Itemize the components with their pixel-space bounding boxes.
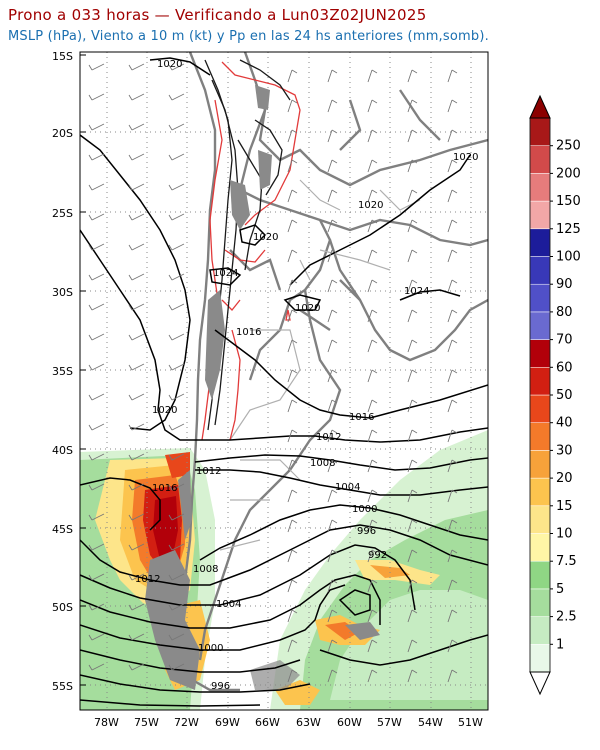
isobar-label: 1004 [335,482,360,493]
lon-label: 51W [458,716,483,729]
colorbar-cell [529,283,551,313]
colorbar-cell [529,450,551,479]
colorbar-cell [529,394,551,423]
isobar-label: 1012 [316,432,341,443]
colorbar-cell [529,644,551,673]
isobar-label: 1004 [216,599,241,610]
lat-label: 35S [52,365,73,378]
lat-label: 20S [52,127,73,140]
colorbar-label: 250 [556,139,581,154]
isobar-label: 1020 [295,303,320,314]
colorbar-cell [529,311,551,340]
isobar-label: 1024 [404,286,429,297]
colorbar-cell [529,200,551,230]
latitude-axis: 15S 20S 25S 30S 35S 40S 45S 50S 55S [52,50,86,693]
map-title: Prono a 033 horas — Verificando a Lun03Z… [8,6,427,24]
colorbar-label: 10 [556,527,573,542]
colorbar-cell [529,505,551,534]
isobar-label: 1000 [352,504,377,515]
map-frame [79,51,489,711]
isobars [80,57,488,707]
isobar-label: 1008 [310,458,335,469]
isobar-label: 1016 [349,412,374,423]
lon-label: 78W [94,716,119,729]
isobar-label: 1016 [152,483,177,494]
lat-label: 30S [52,286,73,299]
colorbar-top-arrow [529,94,551,119]
lat-label: 45S [52,523,73,536]
lat-label: 50S [52,601,73,614]
colorbar-cell [529,256,551,285]
colorbar-cell [529,339,551,368]
colorbar-label: 80 [556,305,573,320]
isobar-label: 1008 [193,564,218,575]
colorbar-label: 60 [556,360,573,375]
colorbar-label: 125 [556,222,581,237]
wind-barbs [88,63,458,683]
colorbar-cell [529,422,551,451]
lon-label: 63W [296,716,321,729]
lon-label: 72W [174,716,199,729]
isobar-label: 1020 [453,152,478,163]
colorbar-label: 150 [556,194,581,209]
colorbar-cell [529,533,551,562]
colorbar-label: 15 [556,499,573,514]
colorbar-label: 5 [556,582,564,597]
colorbar-label: 70 [556,333,573,348]
isobar-label: 1012 [135,574,160,585]
orography-contours [201,61,301,441]
longitude-axis: 78W 75W 72W 69W 66W 63W 60W 57W 54W 51W [94,716,483,729]
colorbar-cell [529,477,551,507]
colorbar-cell [529,560,551,590]
isobar-label: 1016 [236,327,261,338]
isobar-labels: 1020 1020 1020 1020 1024 1020 1024 1016 … [135,59,478,692]
isobar-label: 1020 [253,232,278,243]
colorbar-cell [529,117,551,146]
isobar-label: 992 [368,550,387,561]
colorbar-label: 1 [556,637,564,652]
colorbar-cell [529,228,551,257]
colorbar-label: 2.5 [556,610,577,625]
colorbar-label: 7.5 [556,554,577,569]
map-subtitle: MSLP (hPa), Viento a 10 m (kt) y Pp en l… [8,29,489,44]
colorbar-label: 20 [556,471,573,486]
colorbar-cell [529,173,551,202]
lat-label: 15S [52,50,73,63]
isobar-label: 1000 [198,643,223,654]
isobar-label: 996 [211,681,230,692]
lon-label: 66W [255,716,280,729]
colorbar-label: 30 [556,443,573,458]
graticule [80,52,488,710]
colorbar-cell [529,145,551,174]
isobar-label: 1020 [358,200,383,211]
colorbar-cell [529,367,551,396]
lon-label: 60W [337,716,362,729]
colorbar-label: 50 [556,388,573,403]
isobar-label: 1020 [152,405,177,416]
colorbar: 250 200 150 125 100 90 80 70 60 50 40 30 20 15 10 7.5 5 2… [529,94,581,696]
lon-label: 75W [134,716,159,729]
lat-label: 55S [52,680,73,693]
isobar-label: 996 [357,526,376,537]
colorbar-label: 200 [556,166,581,181]
lon-label: 57W [377,716,402,729]
isobar-label: 1020 [157,59,182,70]
colorbar-label: 40 [556,416,573,431]
lon-label: 69W [215,716,240,729]
colorbar-cell [529,588,551,617]
colorbar-label: 100 [556,250,581,265]
colorbar-bottom-arrow [529,671,551,696]
isobar-label: 1012 [196,466,221,477]
lat-label: 40S [52,444,73,457]
colorbar-label: 90 [556,277,573,292]
lon-label: 54W [418,716,443,729]
lat-label: 25S [52,207,73,220]
colorbar-cell [529,616,551,645]
isobar-label: 1024 [213,268,238,279]
